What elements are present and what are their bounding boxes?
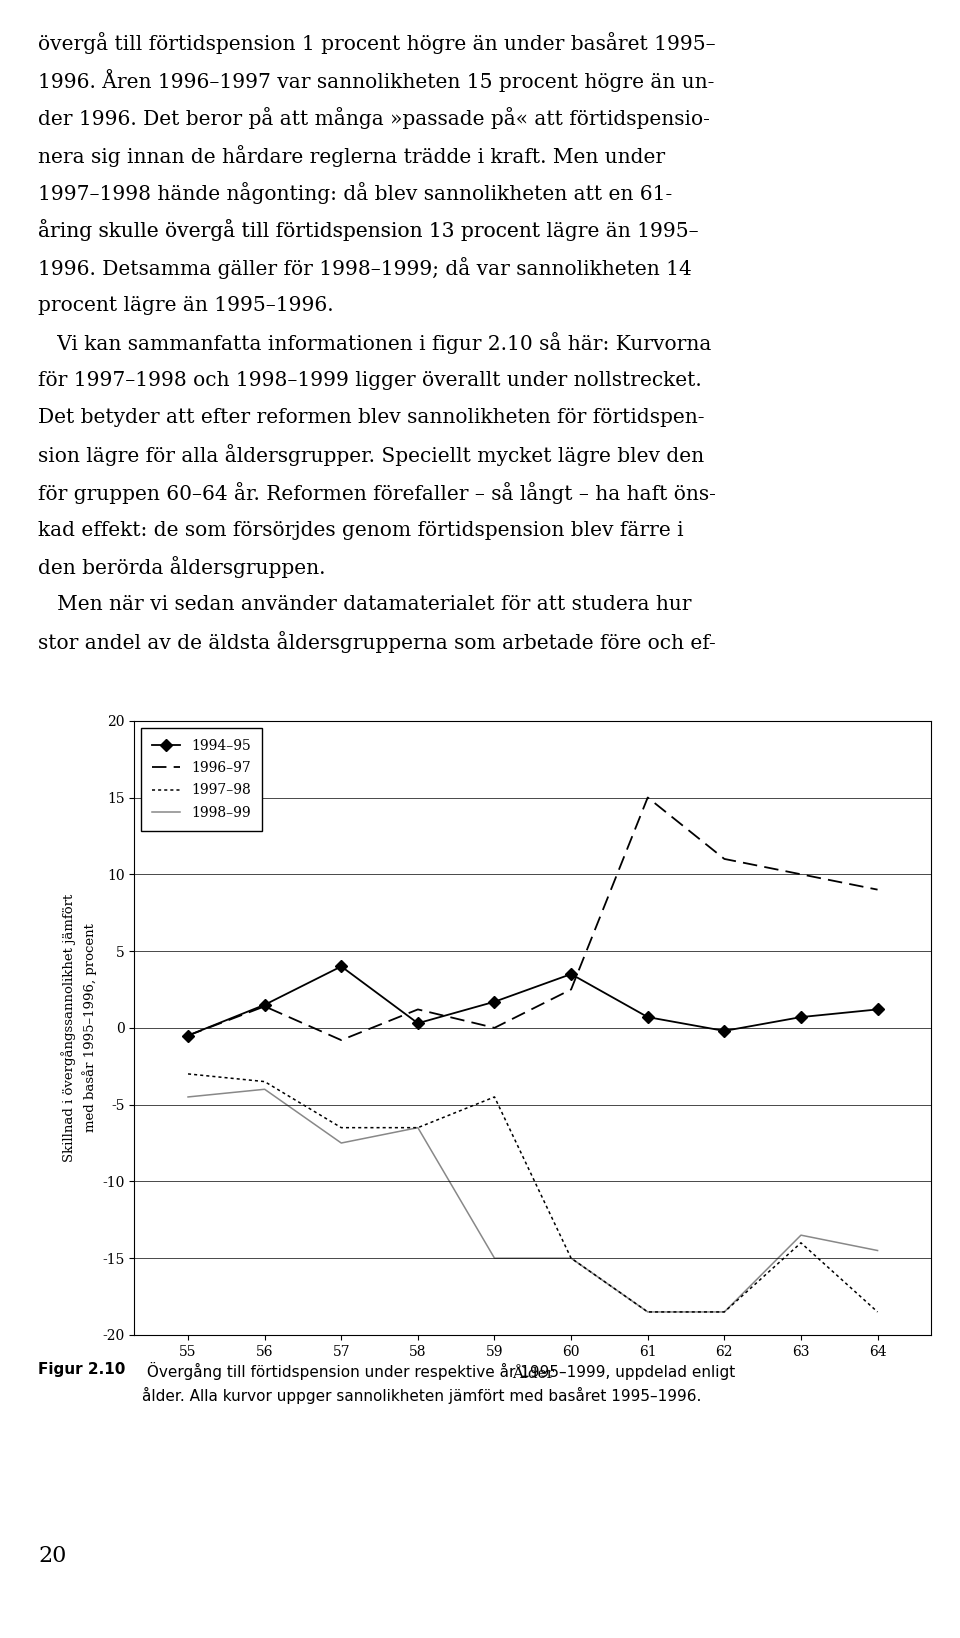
Text: åring skulle övergå till förtidspension 13 procent  än 1995–: åring skulle övergå till förtidspension … [38,219,646,241]
Text: den berörda åldersgruppen.: den berörda åldersgruppen. [38,557,325,578]
Text: 1996. Åren 1996–1997 var sannolikheten 15 procent högre än un-: 1996. Åren 1996–1997 var sannolikheten 1… [38,69,715,92]
Text: 20: 20 [38,1545,67,1568]
Text: procent lägre än 1995–1996.: procent lägre än 1995–1996. [38,296,334,314]
Text: stor andel av de äldsta åldersgrupperna som arbetade före och ef-: stor andel av de äldsta åldersgrupperna … [38,631,716,654]
Text: Övergång till förtidspension under respektive år 1995–1999, uppdelad enligt
ålde: Övergång till förtidspension under respe… [142,1361,735,1404]
Text: Det betyder att efter reformen blev sannolikheten för förtidspen-: Det betyder att efter reformen blev sann… [38,408,705,428]
Text: åring skulle övergå till förtidspension 13 procent lägre: åring skulle övergå till förtidspension … [38,219,598,241]
X-axis label: Ålder: Ålder [512,1368,554,1381]
Text: Figur 2.10: Figur 2.10 [38,1361,126,1376]
Text: Vi kan sammanfatta informationen i figur 2.10 så här: Kurvorna: Vi kan sammanfatta informationen i figur… [38,333,711,354]
Text: sion lägre för alla åldersgrupper. Speciellt mycket lägre blev den: sion lägre för alla åldersgrupper. Speci… [38,444,705,467]
Text: nera sig innan de hårdare reglerna trädde i kraft. Men under: nera sig innan de hårdare reglerna trädd… [38,144,665,167]
Text: åring skulle övergå till förtidspension 13 procent: åring skulle övergå till förtidspension … [38,219,547,241]
Text: åring skulle övergå till förtidspension 13 procent lägre än 1995–: åring skulle övergå till förtidspension … [38,219,699,241]
Text: för gruppen 60–64 år. Reformen förefaller – så långt – ha haft öns-: för gruppen 60–64 år. Reformen förefalle… [38,482,716,503]
Text: Men när vi sedan använder datamaterialet för att studera hur: Men när vi sedan använder datamaterialet… [38,595,692,614]
Text: kad effekt: de som försörjdes genom förtidspension blev färre i: kad effekt: de som försörjdes genom fört… [38,521,684,539]
Text: för 1997–1998 och 1998–1999 ligger överallt under nollstrecket.: för 1997–1998 och 1998–1999 ligger övera… [38,370,702,390]
Text: 1997–1998 hände någonting: då blev sannolikheten att en 61-: 1997–1998 hände någonting: då blev sanno… [38,182,673,205]
Text: der 1996. Det beror på att många »passade på« att förtidspensio-: der 1996. Det beror på att många »passad… [38,106,710,129]
Legend: 1994–95, 1996–97, 1997–98, 1998–99: 1994–95, 1996–97, 1997–98, 1998–99 [141,727,262,830]
Text: övergå till förtidspension 1 procent högre än under basåret 1995–: övergå till förtidspension 1 procent hög… [38,33,716,54]
Y-axis label: Skillnad i övergångssannolikhet jämfört
med basår 1995–1996, procent: Skillnad i övergångssannolikhet jämfört … [61,894,97,1161]
Text: 1996. Detsamma gäller för 1998–1999; då var sannolikheten 14: 1996. Detsamma gäller för 1998–1999; då … [38,257,692,278]
